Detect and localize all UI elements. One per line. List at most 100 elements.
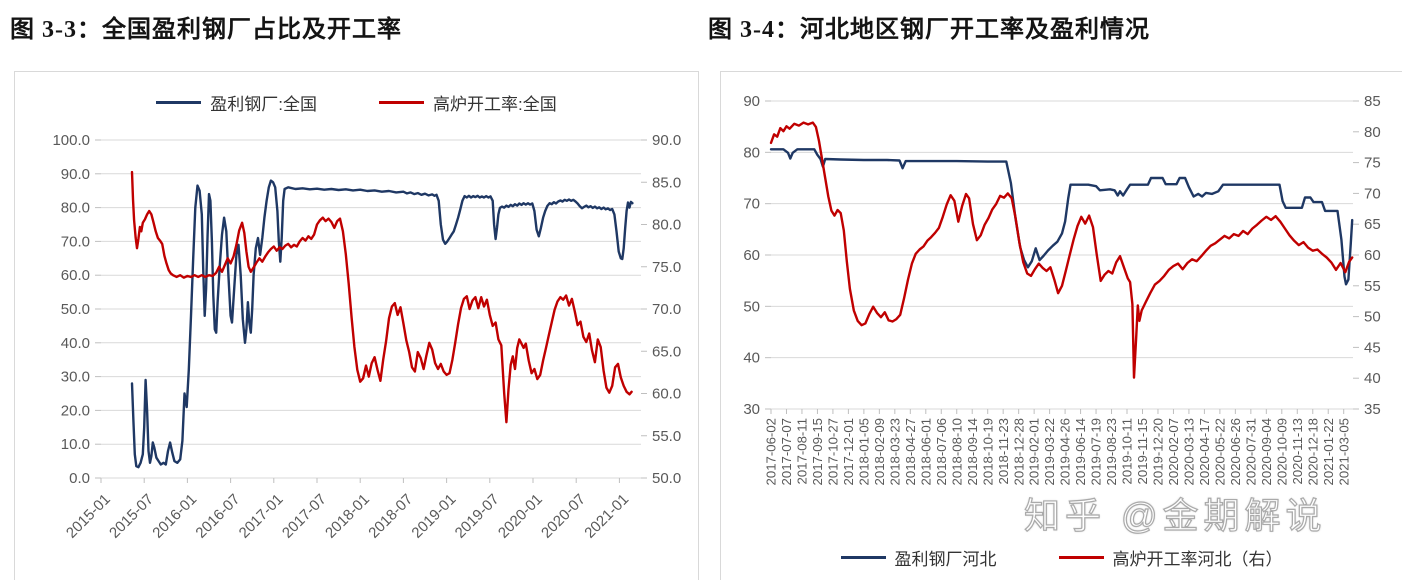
x-axis-label: 2019-01 [408, 491, 459, 542]
series-line-blue [769, 148, 1354, 286]
x-axis-label: 2019-06-14 [1073, 418, 1088, 485]
y-axis-label-right: 45 [1364, 339, 1381, 356]
x-axis-label: 2020-02-07 [1166, 418, 1181, 485]
y-axis-label-left: 70 [743, 196, 760, 213]
red-line-swatch [1058, 556, 1104, 559]
x-axis-label: 2017-10-27 [826, 418, 841, 485]
blue-line-swatch [156, 101, 202, 104]
y-axis-label-left: 50.0 [61, 301, 90, 318]
x-axis-label: 2018-02-09 [872, 418, 887, 485]
legend-label: 高炉开工率:全国 [433, 95, 557, 114]
watermark: 知乎 @金期解说 [1023, 494, 1327, 536]
y-axis-label-right: 85 [1364, 93, 1381, 110]
y-axis-label-right: 55.0 [652, 428, 681, 445]
y-axis-label-right: 70.0 [652, 301, 681, 318]
y-axis-label-right: 70 [1364, 185, 1381, 202]
legend-item-operating-national: 高炉开工率:全国 [379, 90, 557, 115]
x-axis-label: 2021-01 [581, 491, 632, 542]
x-axis-label: 2019-12-20 [1151, 418, 1166, 485]
y-axis-label-left: 60 [743, 247, 760, 264]
x-axis-label: 2020-10-09 [1274, 418, 1289, 485]
x-axis-label: 2017-01 [236, 491, 287, 542]
x-axis-label: 2019-04-26 [1058, 418, 1073, 485]
y-axis-label-right: 80 [1364, 124, 1381, 141]
y-axis-label-right: 55 [1364, 278, 1381, 295]
x-axis-label: 2018-10-19 [980, 418, 995, 485]
x-axis-label: 2017-08-11 [795, 418, 810, 484]
y-axis-label-left: 80.0 [61, 200, 90, 217]
series-line-red [130, 170, 633, 424]
y-axis-label-right: 50 [1364, 309, 1381, 326]
y-axis-label-right: 65.0 [652, 343, 681, 360]
legend-item-operating-hebei: 高炉开工率河北（右） [1058, 545, 1283, 570]
y-axis-label-right: 40 [1364, 370, 1381, 387]
y-axis-label-right: 35 [1364, 401, 1381, 418]
y-axis-label-right: 80.0 [652, 217, 681, 234]
legend-label: 高炉开工率河北（右） [1112, 550, 1283, 569]
x-axis-label: 2019-03-22 [1042, 418, 1057, 485]
x-axis-label: 2020-07 [538, 491, 589, 542]
chart2-legend: 盈利钢厂河北 高炉开工率河北（右） [721, 545, 1402, 570]
y-axis-label-right: 75.0 [652, 259, 681, 276]
chart1-container: 盈利钢厂:全国 高炉开工率:全国 0.0 10.0 20.0 30.0 40.0 50.0… [14, 71, 699, 580]
y-axis-label-left: 100.0 [52, 132, 90, 149]
x-axis-label: 2021-01-22 [1321, 418, 1336, 485]
x-axis-label: 2019-08-23 [1104, 418, 1119, 485]
y-axis-label-right: 75 [1364, 155, 1381, 172]
y-axis-label-left: 20.0 [61, 402, 90, 419]
x-axis-label: 2020-07-31 [1243, 418, 1258, 485]
y-axis-label-right: 85.0 [652, 174, 681, 191]
x-axis-label: 2017-09-15 [810, 418, 825, 485]
y-axis-label-right: 60 [1364, 247, 1381, 264]
chart1-title: 图 3-3：全国盈利钢厂占比及开工率 [10, 17, 402, 43]
y-axis-label-left: 70.0 [61, 233, 90, 250]
x-axis-label: 2020-12-18 [1305, 418, 1320, 485]
y-axis-label-left: 80 [743, 144, 760, 161]
y-axis-label-left: 40 [743, 350, 760, 367]
x-axis-label: 2019-07 [452, 491, 503, 542]
y-axis-label-left: 50 [743, 298, 760, 315]
y-axis-label-left: 30 [743, 401, 760, 418]
x-axis-label: 2018-01 [322, 491, 373, 542]
x-axis-label: 2018-12-28 [1011, 418, 1026, 485]
x-axis-label: 2019-10-11 [1120, 418, 1135, 484]
x-axis-label: 2020-11-13 [1290, 418, 1305, 484]
y-axis-label-right: 50.0 [652, 470, 681, 487]
x-axis-label: 2017-07-07 [779, 418, 794, 485]
x-axis-label: 2018-06-01 [918, 418, 933, 485]
x-axis-label: 2018-07-06 [934, 418, 949, 485]
x-axis-label: 2018-08-10 [949, 418, 964, 485]
x-axis-label: 2016-01 [149, 491, 200, 542]
x-axis-label: 2019-02-01 [1027, 418, 1042, 485]
red-line-swatch [379, 101, 424, 104]
x-axis-label: 2020-01 [495, 491, 546, 542]
x-axis-label: 2020-04-17 [1197, 418, 1212, 485]
chart2-title: 图 3-4：河北地区钢厂开工率及盈利情况 [708, 17, 1150, 43]
x-axis-label: 2020-05-22 [1212, 418, 1227, 485]
y-axis-label-right: 65 [1364, 216, 1381, 233]
y-axis-label-left: 40.0 [61, 335, 90, 352]
chart2-plot: 30 40 50 60 70 80 90 35 40 45 50 55 60 65 70 75 80 85 2017… [743, 93, 1381, 485]
legend-label: 盈利钢厂河北 [894, 550, 997, 569]
series-line-red [769, 121, 1354, 379]
x-axis-label: 2020-03-13 [1182, 418, 1197, 485]
legend-label: 盈利钢厂:全国 [210, 95, 317, 114]
y-axis-label-left: 60.0 [61, 267, 90, 284]
y-axis-label-left: 90.0 [61, 166, 90, 183]
x-axis-label: 2017-12-01 [841, 418, 856, 485]
y-axis-label-left: 90 [743, 93, 760, 110]
x-axis-label: 2021-03-05 [1336, 418, 1351, 485]
y-axis-label-left: 10.0 [61, 436, 90, 453]
x-axis-label: 2018-01-05 [856, 418, 871, 485]
x-axis-label: 2017-06-02 [764, 418, 779, 485]
y-axis-label-left: 30.0 [61, 369, 90, 386]
series-line-blue [130, 179, 634, 469]
x-axis-label: 2019-07-19 [1089, 418, 1104, 485]
x-axis-label: 2015-07 [106, 491, 157, 542]
x-axis-label: 2018-04-27 [903, 418, 918, 485]
chart1-plot: 0.0 10.0 20.0 30.0 40.0 50.0 60.0 70.0 80.0 90.0 1… [52, 132, 681, 542]
x-axis-label: 2020-06-26 [1228, 418, 1243, 485]
x-axis-label: 2020-09-04 [1259, 418, 1274, 485]
y-axis-label-right: 60.0 [652, 386, 681, 403]
